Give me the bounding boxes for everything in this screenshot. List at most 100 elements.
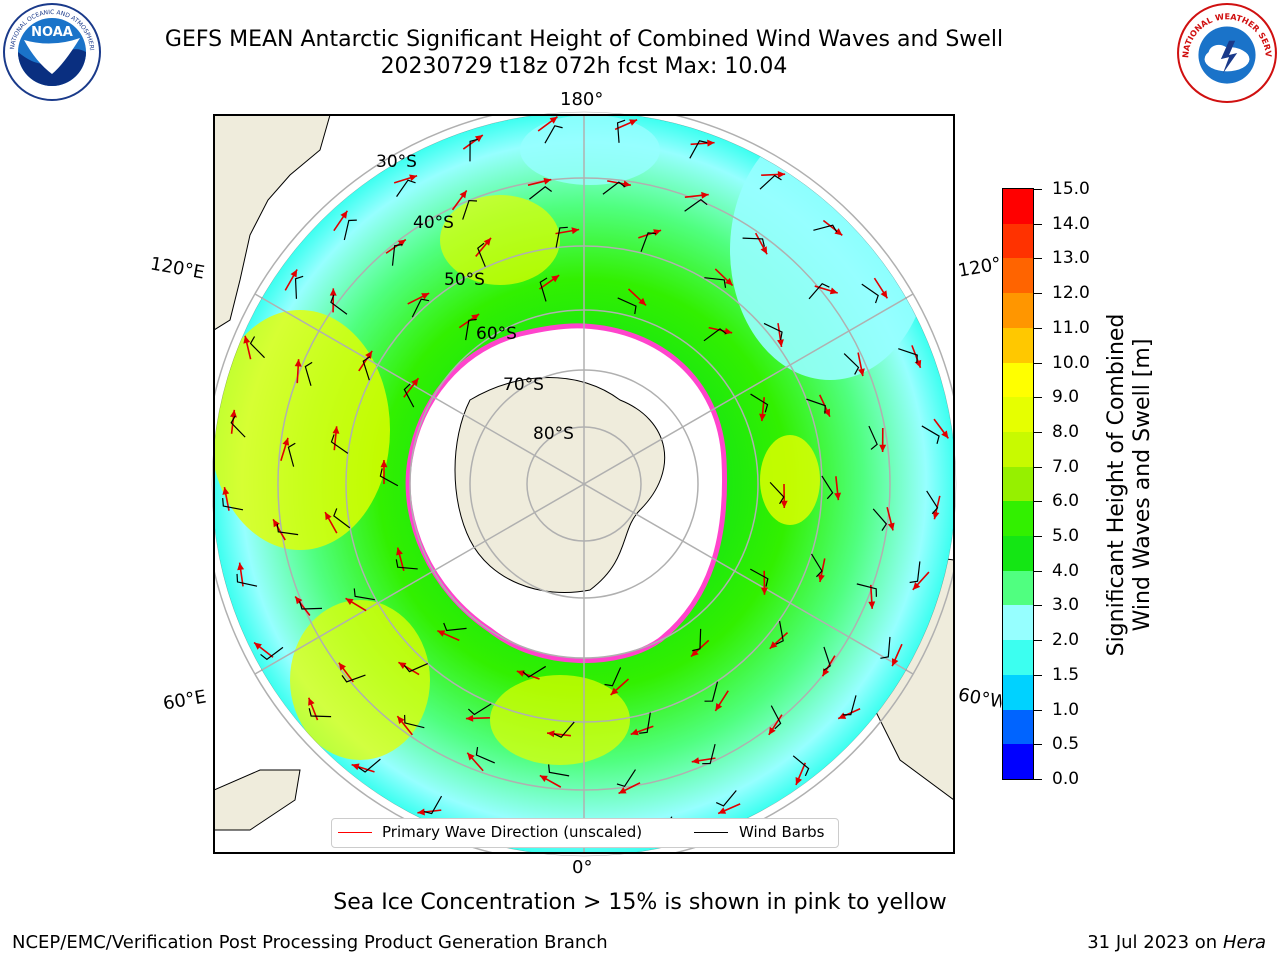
wave-arrow-head [701, 191, 709, 199]
wind-barb [868, 425, 878, 450]
colorbar-segment [1003, 431, 1033, 467]
wind-barb [806, 398, 826, 414]
wave-arrow-head [243, 335, 251, 344]
wave-arrow-head [768, 726, 776, 735]
colorbar-segment [1003, 640, 1033, 675]
wind-barb [763, 322, 783, 341]
wind-barb [308, 708, 332, 718]
high-wave-region-west [214, 310, 390, 550]
low-wave-region-north [520, 115, 660, 185]
colorbar-tick [1034, 744, 1042, 746]
wind-barb [770, 705, 782, 730]
wind-barb [792, 755, 810, 777]
colorbar-tick-label: 6.0 [1052, 491, 1080, 512]
wave-arrow-head [838, 712, 847, 719]
wave-arrow-head [365, 350, 373, 359]
wave-arrow-head [759, 413, 767, 422]
wave-arrow-head [880, 290, 888, 299]
wave-arrow-head [437, 630, 446, 637]
wave-arrow-head [887, 522, 895, 531]
wave-arrow-head [941, 430, 949, 439]
colorbar-tick [1034, 293, 1042, 295]
wave-arrow-head [308, 697, 315, 706]
wind-barb [249, 336, 265, 359]
colorbar-tick [1034, 779, 1042, 780]
wind-barb [715, 790, 737, 807]
wave-arrow-head [380, 460, 388, 468]
wind-barb [769, 481, 785, 505]
wave-arrow-head [623, 180, 631, 188]
wind-barb [640, 232, 657, 252]
colorbar-tick-label: 11.0 [1052, 317, 1090, 338]
wave-arrow-head [396, 547, 403, 556]
wind-barb [299, 601, 322, 610]
wave-arrow-head [718, 807, 727, 814]
footer-branch: NCEP/EMC/Verification Post Processing Pr… [12, 932, 608, 953]
lat-label-30s: 30°S [376, 152, 417, 172]
wind-barb [926, 490, 939, 515]
wind-barb [333, 508, 351, 529]
wave-arrow-head [543, 177, 552, 185]
wind-barb [617, 297, 637, 315]
colorbar-tick [1034, 570, 1042, 572]
wind-barb [403, 662, 428, 673]
wave-arrow-head [483, 237, 492, 246]
wave-arrow-head [332, 426, 340, 434]
wind-barb [823, 646, 831, 671]
colorbar-segment [1003, 223, 1033, 259]
wind-barb [467, 703, 492, 716]
colorbar-tick-label: 0.0 [1052, 769, 1080, 789]
wind-barb [808, 283, 830, 300]
wave-arrow-head [465, 714, 474, 722]
wind-barb [330, 294, 348, 315]
wave-legend-line [338, 832, 372, 833]
colorbar-tick [1034, 501, 1042, 503]
wave-arrow-head [549, 116, 558, 124]
colorbar-segment [1003, 744, 1033, 779]
wind-barb [469, 138, 478, 162]
colorbar-tick [1034, 327, 1042, 329]
wind-barb [404, 714, 425, 729]
colorbar-tick [1034, 189, 1042, 190]
wind-barb [423, 795, 443, 815]
colorbar-segment [1003, 466, 1033, 502]
wave-arrow-head [829, 287, 838, 295]
wind-barb [750, 568, 769, 587]
lat-label-50s: 50°S [444, 270, 485, 290]
colorbar-tick [1034, 674, 1042, 676]
colorbar-tick-label: 0.5 [1052, 734, 1080, 755]
wave-arrow-head [273, 519, 280, 528]
wind-barb [616, 119, 626, 143]
wind-barb [813, 224, 838, 233]
wind-barb [750, 393, 769, 413]
wave-arrow-head [795, 776, 802, 785]
wave-arrow-head [551, 275, 560, 283]
wind-barb [553, 721, 575, 738]
wind-barb [704, 277, 727, 288]
wind-barb [236, 573, 258, 587]
wind-barb [341, 674, 366, 683]
colorbar-segment [1003, 258, 1033, 294]
colorbar-tick [1034, 640, 1042, 642]
lon-label-0: 0° [572, 857, 593, 878]
wave-arrow-head [777, 170, 786, 178]
colorbar-segment [1003, 674, 1033, 710]
wave-arrow-head [345, 598, 354, 606]
wave-arrow-head [724, 278, 733, 286]
wave-arrow-head [715, 702, 723, 711]
wave-arrow-head [290, 269, 298, 278]
colorbar-tick [1034, 709, 1042, 711]
wind-barb [362, 356, 371, 381]
colorbar-tick-label: 1.5 [1052, 664, 1080, 685]
wind-barb [343, 219, 357, 241]
wind-barb [861, 283, 879, 304]
wave-arrow-head [817, 574, 825, 582]
lat-label-70s: 70°S [503, 375, 544, 395]
colorbar-tick [1034, 605, 1042, 607]
colorbar-segment [1003, 327, 1033, 363]
footer-host: Hera [1222, 932, 1266, 953]
wind-barb [230, 415, 246, 438]
wave-arrow-head [760, 246, 768, 255]
wave-arrow-head [351, 763, 360, 771]
wave-arrow-head [237, 562, 245, 571]
